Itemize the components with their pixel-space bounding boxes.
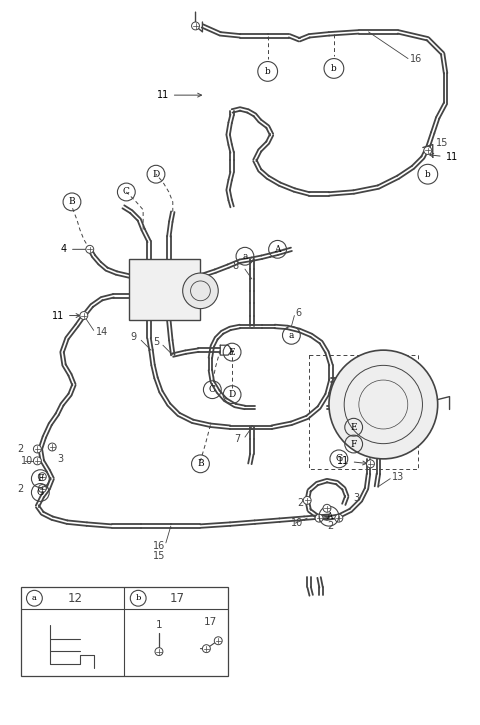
Text: 15: 15	[153, 551, 165, 560]
Circle shape	[183, 273, 218, 309]
Text: a: a	[288, 331, 294, 340]
Text: 11: 11	[156, 90, 202, 100]
Text: 5: 5	[153, 337, 159, 347]
Text: 1: 1	[156, 620, 162, 630]
Circle shape	[424, 146, 432, 154]
Circle shape	[34, 457, 41, 465]
Circle shape	[335, 514, 343, 522]
Text: 2: 2	[297, 498, 303, 508]
Bar	[129, 260, 201, 320]
Text: 8: 8	[232, 261, 238, 271]
Text: G: G	[36, 488, 44, 497]
Text: E: E	[229, 347, 235, 357]
Text: B: B	[197, 460, 204, 468]
Text: 9: 9	[130, 332, 136, 342]
Text: b: b	[265, 67, 271, 76]
Circle shape	[214, 637, 222, 645]
Circle shape	[48, 443, 56, 451]
Circle shape	[155, 647, 163, 655]
Text: 4: 4	[61, 244, 87, 254]
Circle shape	[315, 514, 323, 522]
Text: 2: 2	[327, 521, 333, 531]
Circle shape	[323, 505, 331, 513]
Text: A: A	[326, 512, 332, 521]
Text: G: G	[335, 455, 342, 463]
Circle shape	[86, 245, 94, 253]
Text: 17: 17	[204, 617, 217, 627]
Text: b: b	[425, 170, 431, 178]
Text: 16: 16	[153, 541, 165, 551]
Text: E: E	[350, 423, 357, 432]
Text: b: b	[135, 594, 141, 602]
Text: C: C	[209, 385, 216, 394]
Text: 6: 6	[295, 307, 301, 318]
Text: 13: 13	[392, 472, 405, 481]
Text: 2: 2	[18, 484, 24, 494]
Text: 10: 10	[21, 456, 33, 466]
Text: F: F	[37, 474, 44, 483]
Text: 11: 11	[52, 310, 80, 320]
Text: 2: 2	[18, 444, 24, 454]
Text: a: a	[32, 594, 37, 602]
Circle shape	[329, 350, 438, 459]
Text: 11: 11	[336, 456, 367, 466]
Text: 3: 3	[57, 454, 63, 464]
Circle shape	[192, 22, 200, 30]
Text: B: B	[69, 197, 75, 207]
Circle shape	[203, 645, 210, 652]
Circle shape	[303, 497, 311, 505]
Text: 16: 16	[410, 54, 422, 64]
Text: 10: 10	[291, 518, 304, 528]
Text: 7: 7	[234, 434, 240, 444]
Text: 14: 14	[96, 328, 108, 337]
Text: b: b	[331, 64, 337, 73]
Circle shape	[80, 312, 88, 320]
Text: 3: 3	[354, 494, 360, 503]
Text: a: a	[242, 252, 248, 261]
Circle shape	[367, 460, 374, 468]
Text: A: A	[274, 245, 281, 254]
Text: 17: 17	[169, 592, 184, 605]
Text: 11: 11	[430, 152, 458, 162]
Text: 12: 12	[67, 592, 83, 605]
Text: F: F	[350, 439, 357, 449]
Circle shape	[34, 445, 41, 453]
Text: 15: 15	[436, 138, 448, 148]
Text: D: D	[228, 390, 236, 399]
Circle shape	[38, 484, 46, 492]
Text: C: C	[123, 188, 130, 196]
Bar	[21, 587, 228, 676]
Circle shape	[38, 473, 46, 481]
Text: D: D	[152, 170, 160, 178]
